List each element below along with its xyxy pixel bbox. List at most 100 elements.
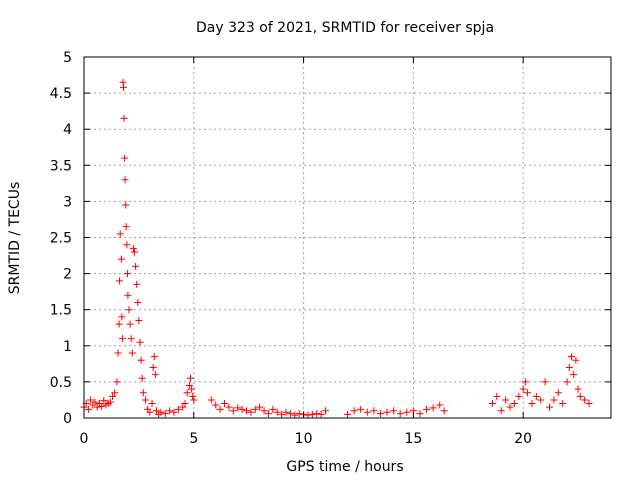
data-point xyxy=(344,410,351,418)
data-point xyxy=(113,378,121,386)
data-point xyxy=(141,396,149,404)
data-point xyxy=(116,277,124,285)
data-point xyxy=(506,403,514,411)
data-point xyxy=(146,408,154,416)
data-point xyxy=(185,382,193,390)
data-point xyxy=(390,407,398,415)
data-point xyxy=(242,407,250,415)
data-point xyxy=(118,313,126,321)
data-point xyxy=(585,400,593,408)
data-point xyxy=(134,298,142,306)
data-point xyxy=(100,397,108,405)
data-point xyxy=(519,385,527,393)
data-point xyxy=(313,410,321,418)
data-point xyxy=(488,400,496,408)
data-point xyxy=(116,230,124,238)
data-point xyxy=(174,405,182,413)
data-point xyxy=(114,349,122,357)
y-tick-label: 1.5 xyxy=(50,303,72,319)
data-point xyxy=(120,83,128,91)
data-point xyxy=(136,338,144,346)
y-tick-label: 3.5 xyxy=(50,158,72,174)
data-point xyxy=(567,353,575,361)
data-point xyxy=(563,378,571,386)
data-point xyxy=(363,408,371,416)
data-point xyxy=(502,396,510,404)
data-point xyxy=(188,385,196,393)
data-point xyxy=(229,407,237,415)
data-point xyxy=(124,291,132,299)
y-tick-label: 3 xyxy=(63,194,72,210)
data-point xyxy=(273,408,281,416)
data-point xyxy=(139,389,147,397)
data-point xyxy=(304,411,312,419)
x-tick-label: 0 xyxy=(80,431,89,447)
data-point xyxy=(179,403,187,411)
data-point xyxy=(98,402,106,410)
data-point xyxy=(436,401,444,409)
y-tick-label: 4 xyxy=(63,122,72,138)
data-point xyxy=(183,389,191,397)
data-point xyxy=(123,270,131,278)
data-point xyxy=(521,378,529,386)
y-tick-label: 1 xyxy=(63,339,72,355)
data-point xyxy=(170,408,178,416)
data-point xyxy=(133,280,141,288)
data-point xyxy=(216,405,224,413)
data-point xyxy=(256,403,264,411)
y-axis-title: SRMTID / TECUs xyxy=(7,182,23,295)
y-tick-label: 5 xyxy=(63,50,72,66)
data-point xyxy=(260,407,268,415)
data-point xyxy=(91,398,99,406)
data-point xyxy=(278,410,286,418)
data-point xyxy=(286,410,294,418)
data-point xyxy=(524,389,532,397)
data-point xyxy=(111,389,119,397)
data-point xyxy=(322,407,330,415)
data-point xyxy=(550,396,558,404)
data-point xyxy=(247,408,255,416)
data-point xyxy=(376,410,384,418)
data-point xyxy=(121,176,129,184)
data-point xyxy=(497,407,505,415)
data-point xyxy=(546,403,554,411)
y-tick-label: 0.5 xyxy=(50,375,72,391)
y-tick-label: 2.5 xyxy=(50,231,72,247)
data-point xyxy=(126,320,134,328)
data-point xyxy=(152,407,160,415)
data-point xyxy=(541,378,549,386)
data-point xyxy=(212,401,220,409)
data-point xyxy=(225,403,233,411)
y-tick-label: 0 xyxy=(63,411,72,427)
data-point xyxy=(207,396,215,404)
data-point xyxy=(125,306,133,314)
data-point xyxy=(282,408,290,416)
data-point xyxy=(510,400,518,408)
data-point xyxy=(148,400,156,408)
data-point xyxy=(370,407,378,415)
data-point xyxy=(149,363,157,371)
data-point xyxy=(429,404,437,412)
data-point xyxy=(123,241,131,249)
data-point xyxy=(131,248,139,256)
data-point xyxy=(137,356,145,364)
data-point xyxy=(403,408,411,416)
data-point xyxy=(181,400,189,408)
data-point xyxy=(128,349,136,357)
data-point xyxy=(251,405,259,413)
data-point xyxy=(291,411,299,419)
data-point xyxy=(117,255,125,263)
data-point xyxy=(515,392,523,400)
data-point xyxy=(87,396,95,404)
data-point xyxy=(565,363,573,371)
data-point xyxy=(186,374,194,382)
data-point xyxy=(396,410,404,418)
data-point xyxy=(570,371,578,379)
data-point xyxy=(120,114,128,122)
data-point xyxy=(423,405,431,413)
data-point xyxy=(528,400,536,408)
data-point xyxy=(264,410,272,418)
data-point xyxy=(416,410,424,418)
data-point xyxy=(238,405,246,413)
